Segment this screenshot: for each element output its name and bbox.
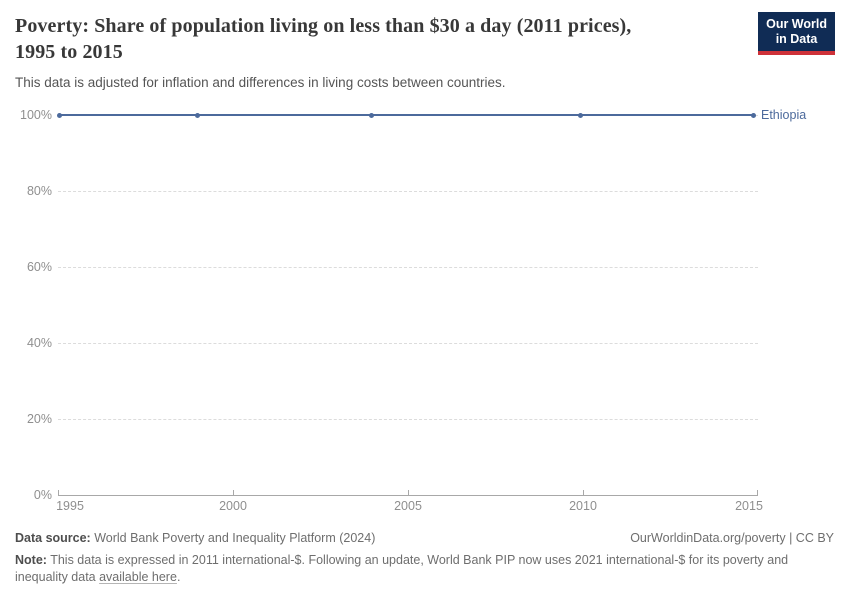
gridline-40 (58, 343, 758, 344)
note-text: This data is expressed in 2011 internati… (15, 553, 789, 584)
attribution-text: OurWorldinData.org/poverty | CC BY (630, 531, 834, 545)
data-source-text: Data source: World Bank Poverty and Ineq… (15, 531, 375, 545)
owid-logo-line2: in Data (775, 32, 818, 46)
x-axis-label-2010: 2010 (569, 499, 597, 513)
y-axis-label-100: 100% (20, 108, 52, 122)
gridline-20 (58, 419, 758, 420)
x-tick-2010 (583, 490, 584, 495)
x-tick-2000 (233, 490, 234, 495)
data-point-marker-2004 (369, 112, 375, 118)
chart-subtitle: This data is adjusted for inflation and … (15, 75, 506, 90)
data-source-label: Data source: (15, 531, 91, 545)
footer-note: Note: This data is expressed in 2011 int… (15, 552, 827, 586)
series-line-ethiopia (57, 112, 756, 118)
gridline-80 (58, 191, 758, 192)
x-axis-label-2015: 2015 (735, 499, 763, 513)
page-title: Poverty: Share of population living on l… (15, 15, 632, 63)
gridline-60 (58, 267, 758, 268)
owid-logo-line1: Our World (766, 17, 827, 31)
series-label-ethiopia[interactable]: Ethiopia (761, 108, 807, 122)
x-axis-line (58, 495, 758, 496)
footer-sources-row: Data source: World Bank Poverty and Ineq… (15, 531, 834, 545)
y-axis-label-0: 0% (33, 488, 52, 502)
data-source-value: World Bank Poverty and Inequality Platfo… (90, 531, 376, 545)
note-label: Note: (15, 553, 47, 567)
x-axis-label-2005: 2005 (394, 499, 422, 513)
y-axis-label-80: 80% (26, 184, 52, 198)
y-axis-label-60: 60% (26, 260, 52, 274)
y-axis-label-40: 40% (26, 336, 52, 350)
note-suffix: . (176, 570, 181, 584)
x-tick-2015 (757, 490, 758, 495)
x-axis-label-2000: 2000 (219, 499, 247, 513)
available-here-link[interactable]: available here (99, 570, 177, 584)
data-point-marker-1995 (57, 112, 62, 118)
data-point-marker-2015 (751, 112, 756, 118)
data-point-marker-2010 (578, 112, 584, 118)
x-axis-label-1995: 1995 (56, 499, 84, 513)
y-axis-label-20: 20% (26, 412, 52, 426)
x-tick-2005 (408, 490, 409, 495)
x-tick-1995 (58, 490, 59, 495)
owid-logo[interactable]: Our World in Data (758, 12, 835, 55)
data-point-marker-1999 (194, 112, 200, 118)
